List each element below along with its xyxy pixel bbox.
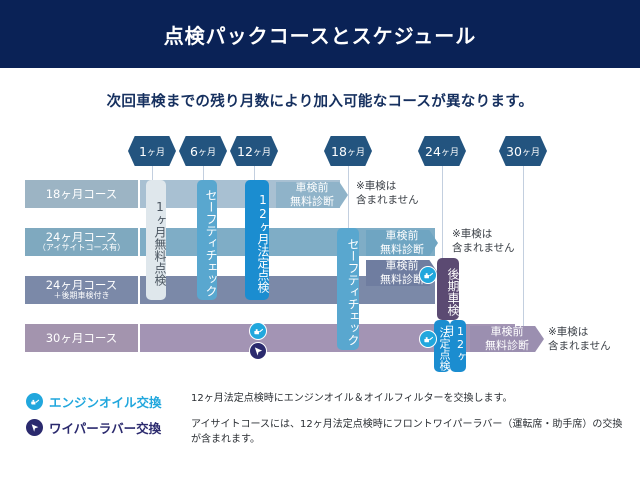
schedule-block: 後期車検 [437, 258, 460, 320]
chip-line-2: 無料診断 [290, 195, 334, 208]
note-line-2: 含まれません [548, 339, 611, 352]
schedule-block: 12ヶ月法定点検 [245, 180, 270, 300]
month-unit: ヶ月 [197, 147, 216, 158]
course-label-text: 24ヶ月コース [45, 278, 118, 293]
chip-line-1: 車検前 [385, 229, 419, 243]
course-label-sub: （アイサイトコース有） [37, 243, 126, 253]
timeline-guide-line [442, 158, 443, 262]
chip-line-2: 無料診断 [380, 273, 424, 286]
note-line-1: ※車検は [452, 228, 493, 240]
legend-item: ワイパーラバー交換 アイサイトコースには、12ヶ月法定点検時にフロントワイパーラバ… [26, 418, 626, 447]
month-number: 24 [425, 143, 441, 159]
page-title: 点検パックコースとスケジュール [163, 23, 477, 48]
course-label-text: 18ヶ月コース [45, 186, 118, 201]
month-marker[interactable]: 1 ヶ月 [128, 136, 176, 166]
course-label-chip[interactable]: 30ヶ月コース [25, 324, 138, 352]
chip-line-1: 車検前 [295, 181, 329, 195]
month-unit: ヶ月 [440, 147, 459, 158]
course-label-chip[interactable]: 24ヶ月コース ＋後期車検付き [25, 276, 138, 304]
schedule-chart: 車検前 無料診断 車検前 無料診断 車検前 無料診断 車検前 無料診断 1ヶ月無料点検 セーフティ… [0, 130, 640, 380]
schedule-block: 12ヶ月 [442, 320, 467, 372]
legend-item-description: 12ヶ月法定点検時にエンジンオイル＆オイルフィルターを交換します。 [191, 393, 513, 404]
course-label-sub: ＋後期車検付き [53, 291, 110, 301]
wiper-icon [249, 342, 267, 360]
timeline-guide-line [254, 158, 255, 182]
chip-line-1: 車検前 [385, 259, 419, 273]
oil-can-icon [419, 266, 437, 284]
legend-item-name: エンジンオイル交換 [49, 395, 162, 410]
month-number: 18 [331, 143, 347, 159]
subtitle: 次回車検までの残り月数により加入可能なコースが異なります。 [106, 94, 534, 110]
month-unit: ヶ月 [346, 147, 365, 158]
inspection-not-included-note: ※車検は 含まれません [452, 228, 515, 255]
month-number: 12 [237, 143, 253, 159]
course-label-chip[interactable]: 18ヶ月コース [25, 180, 138, 208]
month-unit: ヶ月 [146, 147, 165, 158]
chip-line-2: 無料診断 [380, 243, 424, 256]
inspection-not-included-note: ※車検は 含まれません [548, 326, 611, 353]
month-number: 6 [190, 143, 198, 159]
chip-line-2: 無料診断 [485, 339, 529, 352]
course-label-text: 24ヶ月コース [45, 230, 118, 245]
legend: エンジンオイル交換 12ヶ月法定点検時にエンジンオイル＆オイルフィルターを交換しま… [26, 392, 626, 454]
legend-item-description: アイサイトコースには、12ヶ月法定点検時にフロントワイパーラバー（運転席・助手席… [191, 419, 623, 445]
inspection-not-included-note: ※車検は 含まれません [356, 180, 419, 207]
schedule-block: セーフティチェック [337, 228, 360, 350]
course-label-text: 30ヶ月コース [45, 330, 118, 345]
month-number: 1 [139, 143, 147, 159]
schedule-block: 法定点検 [434, 320, 451, 372]
timeline-guide-line [523, 158, 524, 344]
timeline-guide-line [348, 158, 349, 234]
legend-item-name: ワイパーラバー交換 [49, 421, 162, 436]
month-marker[interactable]: 18 ヶ月 [324, 136, 372, 166]
month-marker[interactable]: 24 ヶ月 [418, 136, 466, 166]
pre-inspection-diagnosis-chip: 車検前 無料診断 [276, 182, 348, 208]
timeline-guide-line [152, 158, 153, 182]
month-marker[interactable]: 30 ヶ月 [499, 136, 547, 166]
note-line-1: ※車検は [548, 326, 589, 338]
page-header: 点検パックコースとスケジュール [0, 0, 640, 68]
month-marker[interactable]: 6 ヶ月 [179, 136, 227, 166]
schedule-block: 1ヶ月無料点検 [146, 180, 167, 300]
legend-item: エンジンオイル交換 12ヶ月法定点検時にエンジンオイル＆オイルフィルターを交換しま… [26, 392, 626, 411]
oil-can-icon [26, 393, 43, 410]
month-marker[interactable]: 12 ヶ月 [230, 136, 278, 166]
note-line-2: 含まれません [452, 241, 515, 254]
oil-can-icon [419, 330, 437, 348]
oil-can-icon [249, 322, 267, 340]
note-line-2: 含まれません [356, 193, 419, 206]
note-line-1: ※車検は [356, 180, 397, 192]
month-unit: ヶ月 [521, 147, 540, 158]
schedule-block: セーフティチェック [197, 180, 218, 300]
month-number: 30 [506, 143, 522, 159]
wiper-icon [26, 419, 43, 436]
timeline-guide-line [203, 158, 204, 182]
course-label-chip[interactable]: 24ヶ月コース （アイサイトコース有） [25, 228, 138, 256]
month-unit: ヶ月 [252, 147, 271, 158]
chip-line-1: 車検前 [490, 325, 524, 339]
pre-inspection-diagnosis-chip: 車検前 無料診断 [366, 230, 438, 256]
pre-inspection-diagnosis-chip: 車検前 無料診断 [470, 326, 544, 352]
